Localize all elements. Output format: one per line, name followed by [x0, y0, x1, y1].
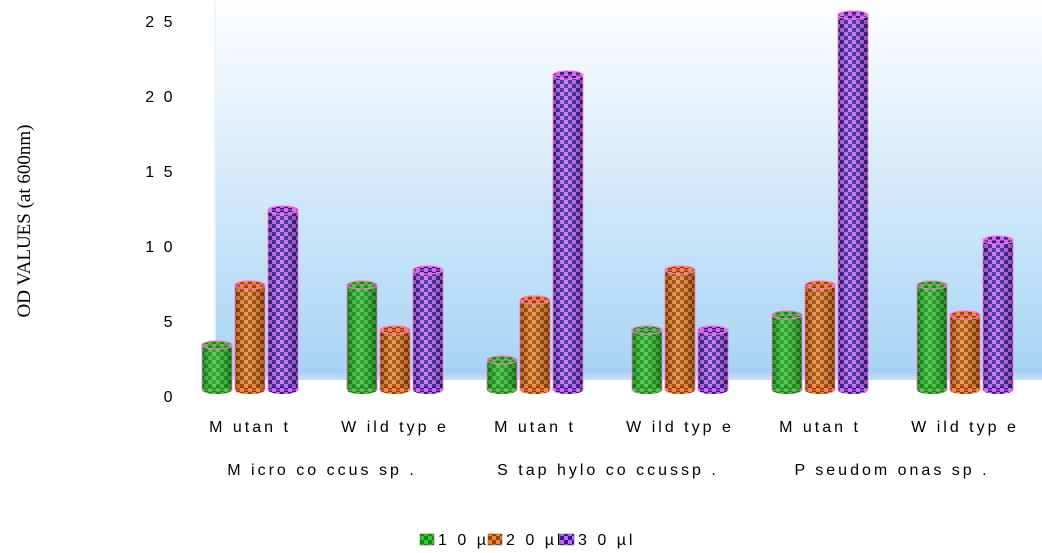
y-tick-label: 0: [164, 389, 175, 406]
bar: [486, 355, 518, 394]
group-labels: M icro co ccus sp . S tap hylo co ccussp …: [227, 462, 989, 479]
legend: 1 0 µl 2 0 µl 3 0 µl: [419, 532, 635, 549]
bar: [234, 280, 266, 394]
legend-label: 3 0 µl: [578, 532, 635, 549]
category-labels: M utan t W ild typ e M utan t W ild typ e M …: [209, 419, 1019, 436]
category-label: W ild typ e: [626, 419, 734, 436]
group-label: M icro co ccus sp .: [227, 462, 416, 479]
category-label: M utan t: [209, 419, 291, 436]
bar: [519, 295, 551, 394]
y-tick-label: 5: [164, 314, 175, 331]
bar: [837, 10, 869, 394]
bar: [916, 280, 948, 394]
y-tick-label: 2 0: [145, 89, 175, 106]
y-axis-label: OD VALUES (at 600nm): [14, 125, 35, 318]
bar: [267, 205, 299, 394]
bar: [346, 280, 378, 394]
plot-background: [200, 0, 1042, 380]
legend-label: 1 0 µl: [438, 532, 495, 549]
y-tick-label: 1 5: [145, 164, 175, 181]
bar: [552, 70, 584, 394]
group-label: S tap hylo co ccussp .: [497, 462, 719, 479]
y-tick-label: 1 0: [145, 239, 175, 256]
legend-label: 2 0 µl: [506, 532, 563, 549]
category-label: M utan t: [494, 419, 576, 436]
legend-swatch: [559, 533, 575, 546]
bar: [982, 235, 1014, 394]
bar: [631, 325, 663, 394]
bar: [949, 310, 981, 394]
bar: [697, 325, 729, 394]
bar: [412, 265, 444, 394]
bar: [379, 325, 411, 394]
category-label: W ild typ e: [911, 419, 1019, 436]
bars-layer: [201, 10, 1014, 394]
y-axis-ticks: 0 5 1 0 1 5 2 0 2 5: [145, 14, 175, 406]
category-label: W ild typ e: [341, 419, 449, 436]
category-label: M utan t: [779, 419, 861, 436]
plot-floor: [200, 368, 1042, 380]
y-tick-label: 2 5: [145, 14, 175, 31]
bar: [664, 265, 696, 394]
bar: [771, 310, 803, 394]
group-label: P seudom onas sp .: [794, 462, 989, 479]
legend-swatch: [419, 533, 435, 546]
legend-swatch: [487, 533, 503, 546]
bar: [201, 340, 233, 394]
bar: [804, 280, 836, 394]
